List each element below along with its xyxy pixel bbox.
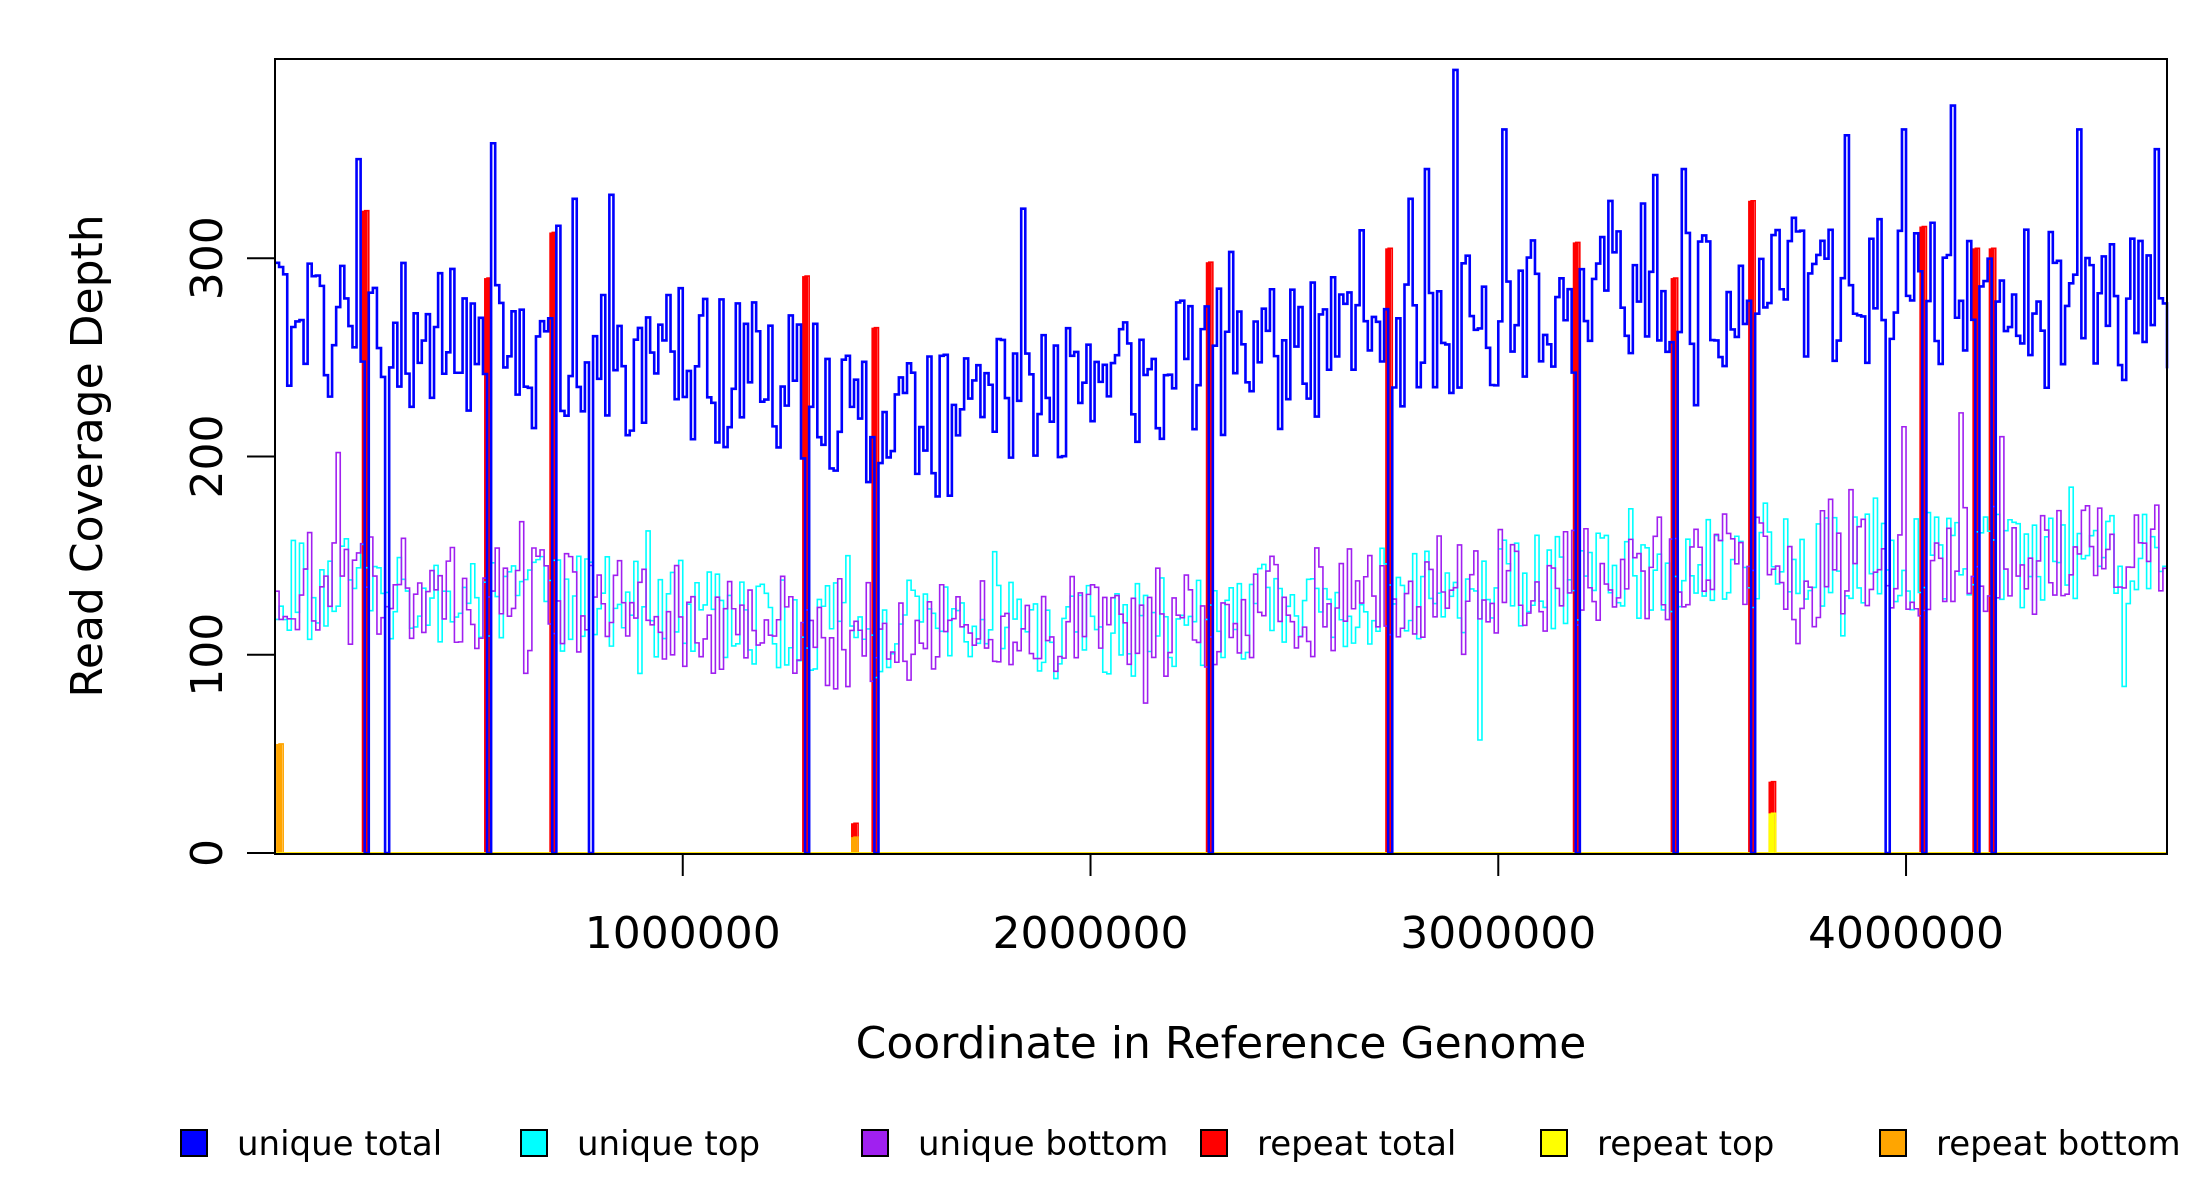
legend-label: repeat top xyxy=(1597,1124,1774,1164)
legend-label: unique bottom xyxy=(918,1124,1168,1164)
x-axis: 1000000 2000000 3000000 4000000 xyxy=(585,854,2004,959)
y-tick-label: 200 xyxy=(182,415,233,499)
x-tick-label: 1000000 xyxy=(585,908,781,959)
y-tick-label: 100 xyxy=(182,613,233,697)
legend-item-unique-top: unique top xyxy=(520,1124,760,1164)
legend-label: unique top xyxy=(577,1124,760,1164)
legend-item-repeat-top: repeat top xyxy=(1540,1124,1774,1164)
series-repeat-top xyxy=(275,812,2167,854)
series-unique-top xyxy=(275,486,2168,741)
x-tick-label: 2000000 xyxy=(993,908,1189,959)
x-axis-label: Coordinate in Reference Genome xyxy=(856,1018,1587,1069)
spike-repeat-bottom-1 xyxy=(851,837,858,853)
x-tick-label: 4000000 xyxy=(1808,908,2004,959)
legend-label: unique total xyxy=(237,1124,442,1164)
legend-swatch xyxy=(1200,1129,1228,1157)
y-tick-label: 0 xyxy=(182,839,233,867)
series-line-unique-top xyxy=(275,486,2168,741)
series-line-repeat-top xyxy=(275,812,2167,854)
y-axis: 0 100 200 300 xyxy=(182,216,275,867)
series-repeat-bottom xyxy=(275,743,2167,854)
legend-swatch xyxy=(1879,1129,1907,1157)
series-unique-bottom xyxy=(275,412,2168,704)
legend-item-repeat-total: repeat total xyxy=(1200,1124,1456,1164)
legend-item-unique-bottom: unique bottom xyxy=(861,1124,1168,1164)
series-line-unique-total xyxy=(275,68,2169,855)
legend-swatch xyxy=(180,1129,208,1157)
series-unique-total xyxy=(275,68,2169,855)
spike-repeat-bottom-0 xyxy=(276,743,283,853)
legend-swatch xyxy=(520,1129,548,1157)
legend-item-unique-total: unique total xyxy=(180,1124,442,1164)
series-layer xyxy=(275,68,2169,855)
legend-label: repeat bottom xyxy=(1936,1124,2181,1164)
series-line-unique-bottom xyxy=(275,412,2168,704)
series-line-repeat-bottom xyxy=(275,743,2167,854)
legend-item-repeat-bottom: repeat bottom xyxy=(1879,1124,2181,1164)
legend-label: repeat total xyxy=(1257,1124,1456,1164)
plot-frame xyxy=(274,58,2168,855)
y-axis-label: Read Coverage Depth xyxy=(62,214,113,697)
x-tick-label: 3000000 xyxy=(1400,908,1596,959)
legend-swatch xyxy=(861,1129,889,1157)
legend-swatch xyxy=(1540,1129,1568,1157)
y-tick-label: 300 xyxy=(182,216,233,300)
legend: unique total unique top unique bottom repea… xyxy=(180,1124,2181,1164)
spike-repeat-top-0 xyxy=(1768,813,1775,853)
